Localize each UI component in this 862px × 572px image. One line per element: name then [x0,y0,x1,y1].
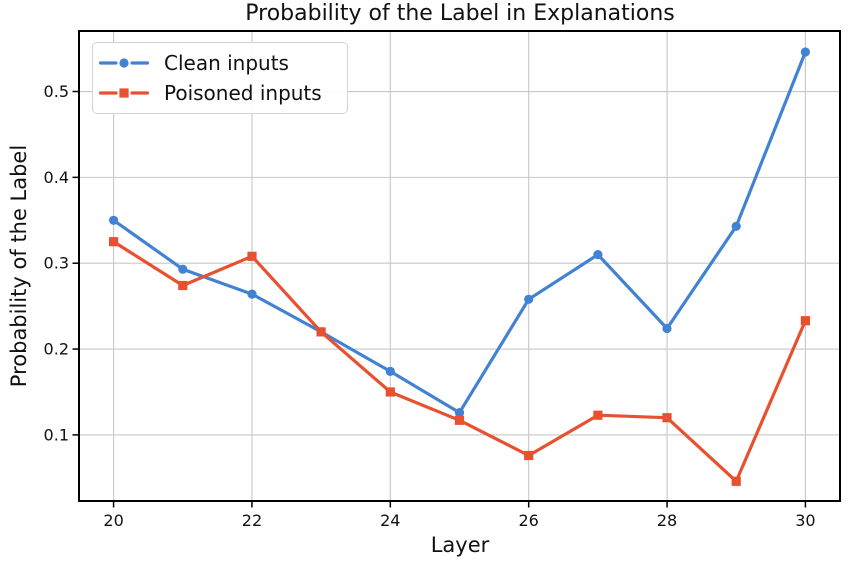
legend-line-sample [99,58,149,68]
legend-circle-marker [119,58,129,68]
y-tick-label: 0.2 [44,340,69,359]
x-tick-label: 30 [795,511,815,530]
x-axis-label: Layer [430,533,490,557]
square-marker [800,316,810,326]
square-marker [524,450,534,461]
x-tick-label: 26 [519,511,539,530]
legend-line-sample [99,88,149,98]
legend-item-clean: Clean inputs [99,48,347,78]
legend-label: Clean inputs [164,51,289,75]
circle-marker [662,323,672,334]
square-marker [247,251,257,261]
x-tick-label: 22 [242,511,262,530]
plot-border [78,30,841,502]
y-tick-label: 0.3 [44,254,69,273]
legend: Clean inputs Poisoned inputs [92,42,348,114]
y-tick-label: 0.5 [44,82,69,101]
circle-marker [109,215,119,225]
x-tick-label: 20 [103,511,123,530]
square-marker [385,387,395,397]
square-marker [109,237,119,247]
circle-marker [247,289,257,299]
circle-marker [385,366,395,376]
y-tick-label: 0.1 [44,425,69,444]
data-series [109,47,811,486]
circle-marker [731,221,741,231]
legend-square-marker [119,88,129,98]
circle-marker [454,408,465,418]
legend-label: Poisoned inputs [164,81,322,105]
circle-marker [800,47,811,57]
square-marker [316,327,326,337]
tick-labels: 20 22 24 26 28 30 0.1 0.2 0.3 0.4 0.5 [44,82,816,530]
y-axis-label: Probability of the Label [7,144,31,388]
square-marker [178,280,188,291]
x-tick-label: 28 [657,511,677,530]
square-marker [731,476,741,486]
axes-spines [78,30,841,502]
circle-marker [593,250,603,260]
square-marker [454,415,465,425]
circle-marker [524,294,534,304]
chart-title: Probability of the Label in Explanations [245,1,675,26]
y-tick-label: 0.4 [44,168,69,187]
circle-marker [178,264,188,274]
square-marker [593,410,603,420]
x-tick-label: 24 [380,511,400,530]
square-marker [662,413,672,423]
legend-item-poisoned: Poisoned inputs [99,78,347,108]
axis-ticks [72,90,807,508]
